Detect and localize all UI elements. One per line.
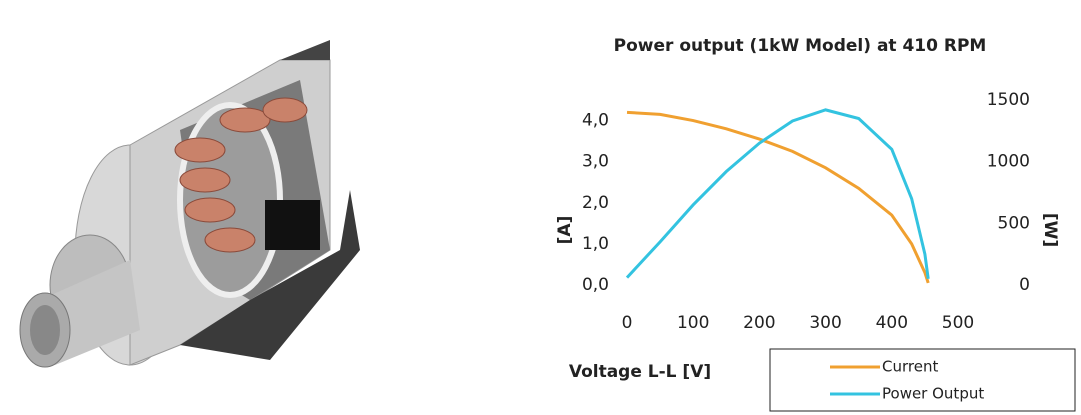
y2-axis-label: [W]: [1040, 213, 1060, 247]
y-tick-label: 0,0: [582, 275, 609, 295]
x-tick-label: 200: [743, 313, 775, 333]
legend-label: Power Output: [882, 385, 984, 403]
y-tick-label: 1,0: [582, 234, 609, 254]
series-line: [627, 112, 928, 283]
y2-tick-label: 1500: [987, 90, 1030, 110]
motor-illustration: [20, 40, 360, 367]
y-tick-label: 3,0: [582, 152, 609, 172]
x-tick-label: 500: [942, 313, 974, 333]
chart-title: Power output (1kW Model) at 410 RPM: [614, 36, 987, 56]
series-line: [627, 110, 928, 279]
x-tick-label: 400: [876, 313, 908, 333]
page: Power output (1kW Model) at 410 RPM Volt…: [0, 0, 1081, 415]
x-tick-label: 300: [809, 313, 841, 333]
x-tick-label: 0: [622, 313, 633, 333]
y2-tick-label: 1000: [987, 152, 1030, 172]
y-tick-label: 4,0: [582, 111, 609, 131]
legend-label: Current: [882, 358, 938, 376]
y-axis-label: [A]: [555, 216, 575, 245]
x-axis-label: Voltage L-L [V]: [569, 362, 711, 382]
y2-tick-label: 500: [998, 213, 1030, 233]
y-tick-label: 2,0: [582, 193, 609, 213]
y2-tick-label: 0: [1019, 275, 1030, 295]
x-tick-label: 100: [677, 313, 709, 333]
